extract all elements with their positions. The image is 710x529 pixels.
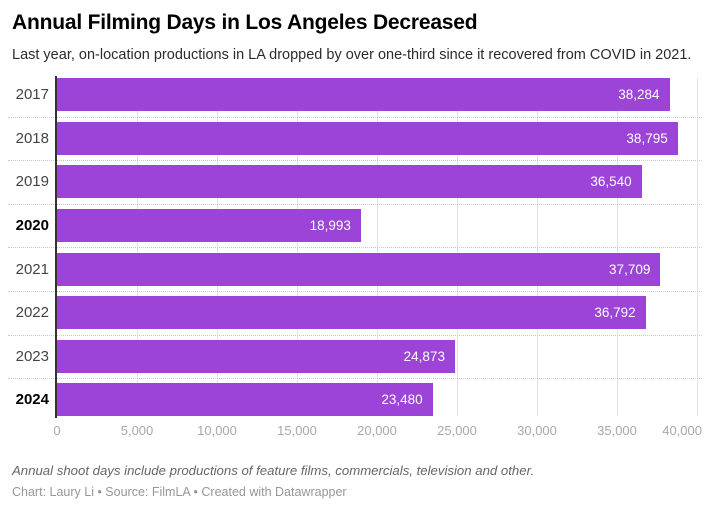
row-separator	[8, 378, 702, 380]
bar-value-label: 38,795	[626, 130, 668, 146]
bar: 18,993	[57, 208, 361, 242]
row-separator	[8, 334, 702, 336]
bar-value-label: 18,993	[309, 217, 351, 233]
bar-row: 2024 23,480	[12, 383, 698, 417]
vertical-gridline	[457, 78, 458, 417]
category-label: 2022	[15, 304, 49, 322]
bar: 24,873	[57, 339, 455, 373]
bar: 23,480	[57, 383, 433, 417]
x-tick-label: 15,000	[277, 423, 317, 439]
x-axis: 0 5,000 10,000 15,000 20,000 25,000 30,000 35,0…	[12, 423, 702, 441]
x-tick-label: 0	[53, 423, 61, 439]
vertical-gridline	[297, 78, 298, 417]
bar-row: 2018 38,795	[12, 121, 698, 155]
bar: 38,284	[57, 78, 670, 112]
row-separator	[8, 160, 702, 162]
x-tick-label: 10,000	[197, 423, 237, 439]
bar: 36,792	[57, 296, 646, 330]
bar-row: 2017 38,284	[12, 78, 698, 112]
x-tick-label: 40,000	[662, 423, 702, 439]
byline: Chart: Laury Li • Source: FilmLA • Creat…	[12, 485, 347, 500]
bar-row: 2020 18,993	[12, 208, 698, 242]
row-separator	[8, 203, 702, 205]
bar-value-label: 23,480	[381, 392, 423, 408]
category-label: 2019	[15, 173, 49, 191]
x-tick-label: 35,000	[597, 423, 637, 439]
chart-title: Annual Filming Days in Los Angeles Decre…	[12, 11, 478, 34]
bar-value-label: 36,792	[594, 305, 636, 321]
vertical-gridline	[377, 78, 378, 417]
footnote: Annual shoot days include productions of…	[12, 463, 535, 479]
vertical-gridline	[137, 78, 138, 417]
category-label: 2021	[15, 260, 49, 278]
bar-value-label: 36,540	[590, 174, 632, 190]
category-label: 2017	[15, 86, 49, 104]
vertical-gridline	[537, 78, 538, 417]
vertical-gridline	[217, 78, 218, 417]
bar-value-label: 24,873	[403, 348, 445, 364]
bar: 38,795	[57, 121, 678, 155]
row-separator	[8, 247, 702, 249]
category-label: 2023	[15, 347, 49, 365]
bar: 37,709	[57, 252, 661, 286]
bar-row: 2021 37,709	[12, 252, 698, 286]
category-label: 2024	[15, 391, 49, 409]
bar-value-label: 38,284	[618, 87, 660, 103]
x-tick-label: 30,000	[517, 423, 557, 439]
category-label: 2018	[15, 129, 49, 147]
row-separator	[8, 116, 702, 118]
x-tick-label: 20,000	[357, 423, 397, 439]
bar-row: 2019 36,540	[12, 165, 698, 199]
category-label: 2020	[15, 216, 49, 234]
vertical-gridline	[697, 78, 698, 417]
bar: 36,540	[57, 165, 642, 199]
y-axis-line	[55, 76, 57, 419]
x-tick-label: 5,000	[120, 423, 154, 439]
vertical-gridline	[617, 78, 618, 417]
bar-row: 2022 36,792	[12, 296, 698, 330]
x-tick-label: 25,000	[437, 423, 477, 439]
row-separator	[8, 291, 702, 293]
chart-subtitle: Last year, on-location productions in LA…	[12, 47, 692, 64]
bar-value-label: 37,709	[609, 261, 651, 277]
bar-row: 2023 24,873	[12, 339, 698, 373]
plot-area: 2017 38,284 2018 38,795 2019 36,540 2020 18,993…	[8, 76, 702, 419]
